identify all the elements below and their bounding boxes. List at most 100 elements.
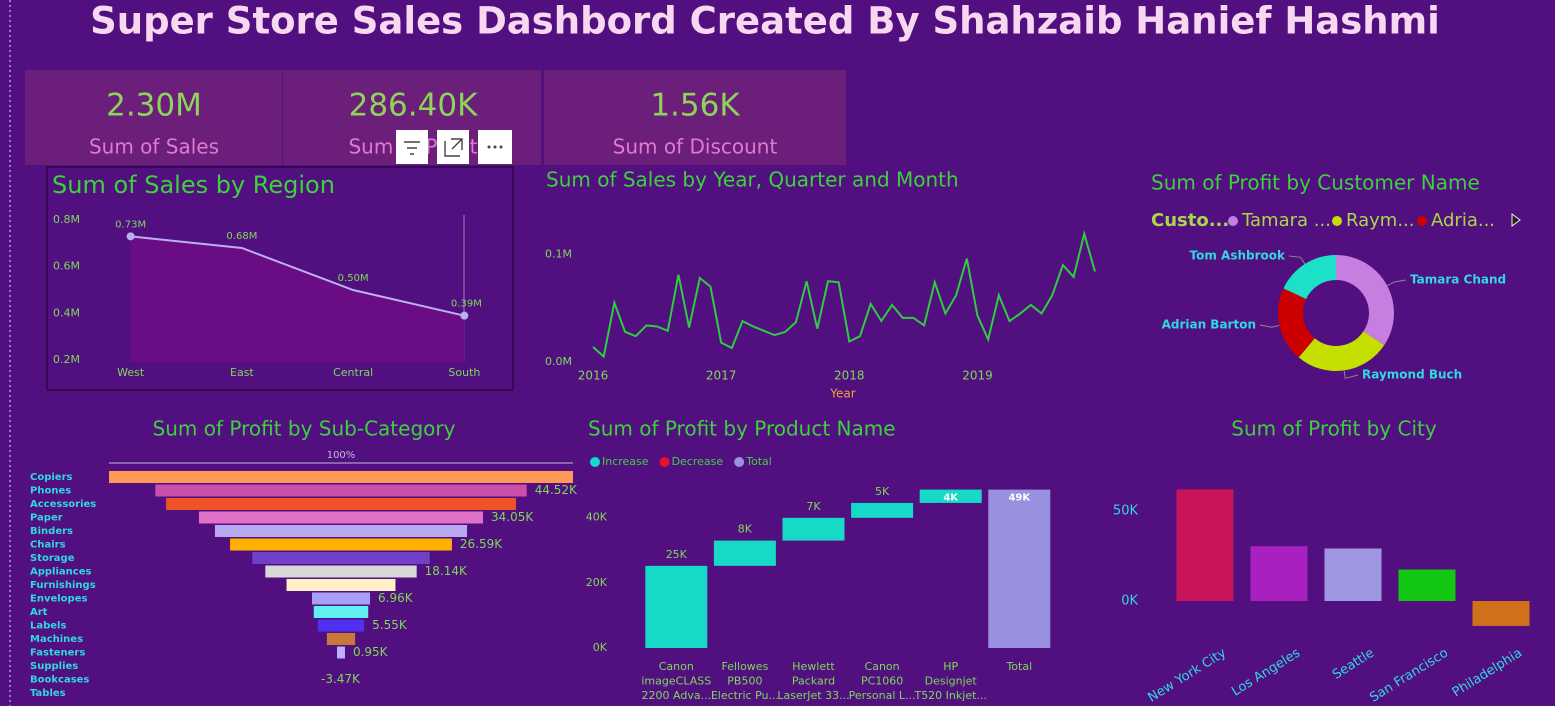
more-icon [487, 145, 491, 149]
value-label: 26.59K [460, 537, 503, 551]
category-label: Tables [30, 688, 66, 699]
funnel-bar [313, 606, 369, 618]
leader-line [1386, 279, 1407, 287]
x-tick-label: Packard [792, 675, 835, 688]
x-tick-label: PB500 [727, 675, 762, 688]
card [25, 70, 282, 165]
y-tick-label: 0K [593, 641, 608, 654]
category-label: Bookcases [30, 675, 89, 686]
bar [1176, 489, 1234, 601]
card-value: 286.40K [349, 88, 478, 124]
funnel-bar [166, 498, 516, 510]
value-label: 34.05K [491, 510, 534, 524]
value-label: 4K [943, 493, 959, 504]
visual-toolbar [396, 130, 512, 164]
value-label: 49K [1008, 493, 1031, 504]
visual-frame [46, 166, 514, 391]
funnel-bar [286, 579, 396, 591]
funnel-bar [317, 619, 365, 632]
chart-title: Sum of Profit by Product Name [588, 417, 896, 441]
y-tick-label: 0.4M [53, 306, 80, 319]
category-label: Supplies [30, 661, 78, 672]
leader-line [1343, 370, 1359, 379]
point [126, 232, 135, 241]
category-label: Chairs [30, 540, 66, 551]
funnel-bar [326, 633, 356, 645]
card-value: 2.30M [106, 88, 202, 124]
x-tick-label: 2016 [578, 369, 609, 383]
slice-label: Tamara Chand [1410, 273, 1506, 287]
y-tick-label: 0.8M [53, 213, 80, 226]
x-tick-label: West [117, 366, 145, 379]
funnel-bar [109, 471, 573, 483]
donut-slice [1278, 288, 1315, 358]
x-tick-label: East [230, 366, 254, 379]
waterfall-bar [713, 540, 776, 566]
x-tick-label: T520 Inkjet... [913, 689, 986, 702]
y-tick-label: 50K [1113, 504, 1139, 519]
y-tick-label: 20K [586, 576, 608, 589]
funnel-bar [155, 484, 527, 497]
more-icon [493, 145, 497, 149]
filter-icon [404, 141, 420, 155]
point [460, 311, 469, 320]
category-label: Furnishings [30, 580, 96, 591]
x-tick-label: HP [943, 660, 958, 673]
y-tick-label: 40K [586, 511, 608, 524]
category-label: Labels [30, 621, 66, 632]
x-tick-label: Hewlett [792, 660, 835, 673]
legend-label: Decrease [672, 455, 724, 468]
value-label: -3.47K [321, 672, 361, 686]
category-label: Accessories [30, 499, 96, 510]
slice-label: Adrian Barton [1162, 318, 1256, 332]
y-tick-label: 0.6M [53, 260, 80, 273]
legend-label: Total [745, 455, 772, 468]
category-label: Envelopes [30, 594, 87, 605]
legend-marker [659, 457, 670, 467]
x-axis-title: Year [829, 387, 855, 401]
legend-label: Increase [602, 455, 649, 468]
category-label: Binders [30, 526, 73, 537]
legend-next-button[interactable] [1511, 213, 1521, 227]
focus-icon [444, 138, 463, 157]
x-tick-label: Seattle [1330, 646, 1377, 683]
x-tick-label: Designjet [925, 675, 978, 688]
chart-title: Sum of Sales by Year, Quarter and Month [546, 168, 959, 192]
value-label: 5.55K [372, 618, 408, 632]
waterfall-bar [782, 517, 845, 541]
funnel-bar [252, 552, 430, 564]
funnel-bar [230, 538, 452, 551]
legend-label: Tamara ... [1241, 210, 1331, 231]
legend-title: Custo... [1151, 210, 1229, 231]
x-tick-label: 2019 [962, 369, 993, 383]
x-tick-label: 2018 [834, 369, 865, 383]
leader-line [1288, 255, 1306, 265]
line [592, 229, 1096, 359]
x-tick-label: Philadelphia [1450, 646, 1525, 701]
value-label: 8K [738, 523, 753, 536]
funnel-bar [198, 511, 484, 524]
bar [1324, 548, 1382, 601]
donut-slice [1298, 331, 1385, 371]
card-value: 1.56K [650, 88, 740, 124]
value-label: 44.52K [535, 483, 578, 497]
slice-label: Raymond Buch [1362, 368, 1462, 382]
bar [1472, 601, 1530, 626]
category-label: Machines [30, 634, 83, 645]
filter-button[interactable] [396, 130, 428, 164]
bar [1250, 546, 1308, 601]
x-tick-label: 2200 Adva... [642, 689, 712, 702]
focus-button[interactable] [437, 130, 469, 164]
funnel-bar [311, 592, 371, 605]
category-label: Storage [30, 553, 75, 564]
x-tick-label: South [448, 366, 480, 379]
more-icon [499, 145, 503, 149]
legend-marker [1332, 216, 1342, 226]
x-tick-label: LaserJet 33... [777, 689, 849, 702]
x-tick-label: San Francisco [1367, 646, 1451, 706]
x-tick-label: imageCLASS [641, 675, 711, 688]
y-tick-label: 0.2M [53, 353, 80, 366]
percent-label: 100% [327, 450, 356, 461]
x-tick-label: New York City [1145, 645, 1229, 705]
